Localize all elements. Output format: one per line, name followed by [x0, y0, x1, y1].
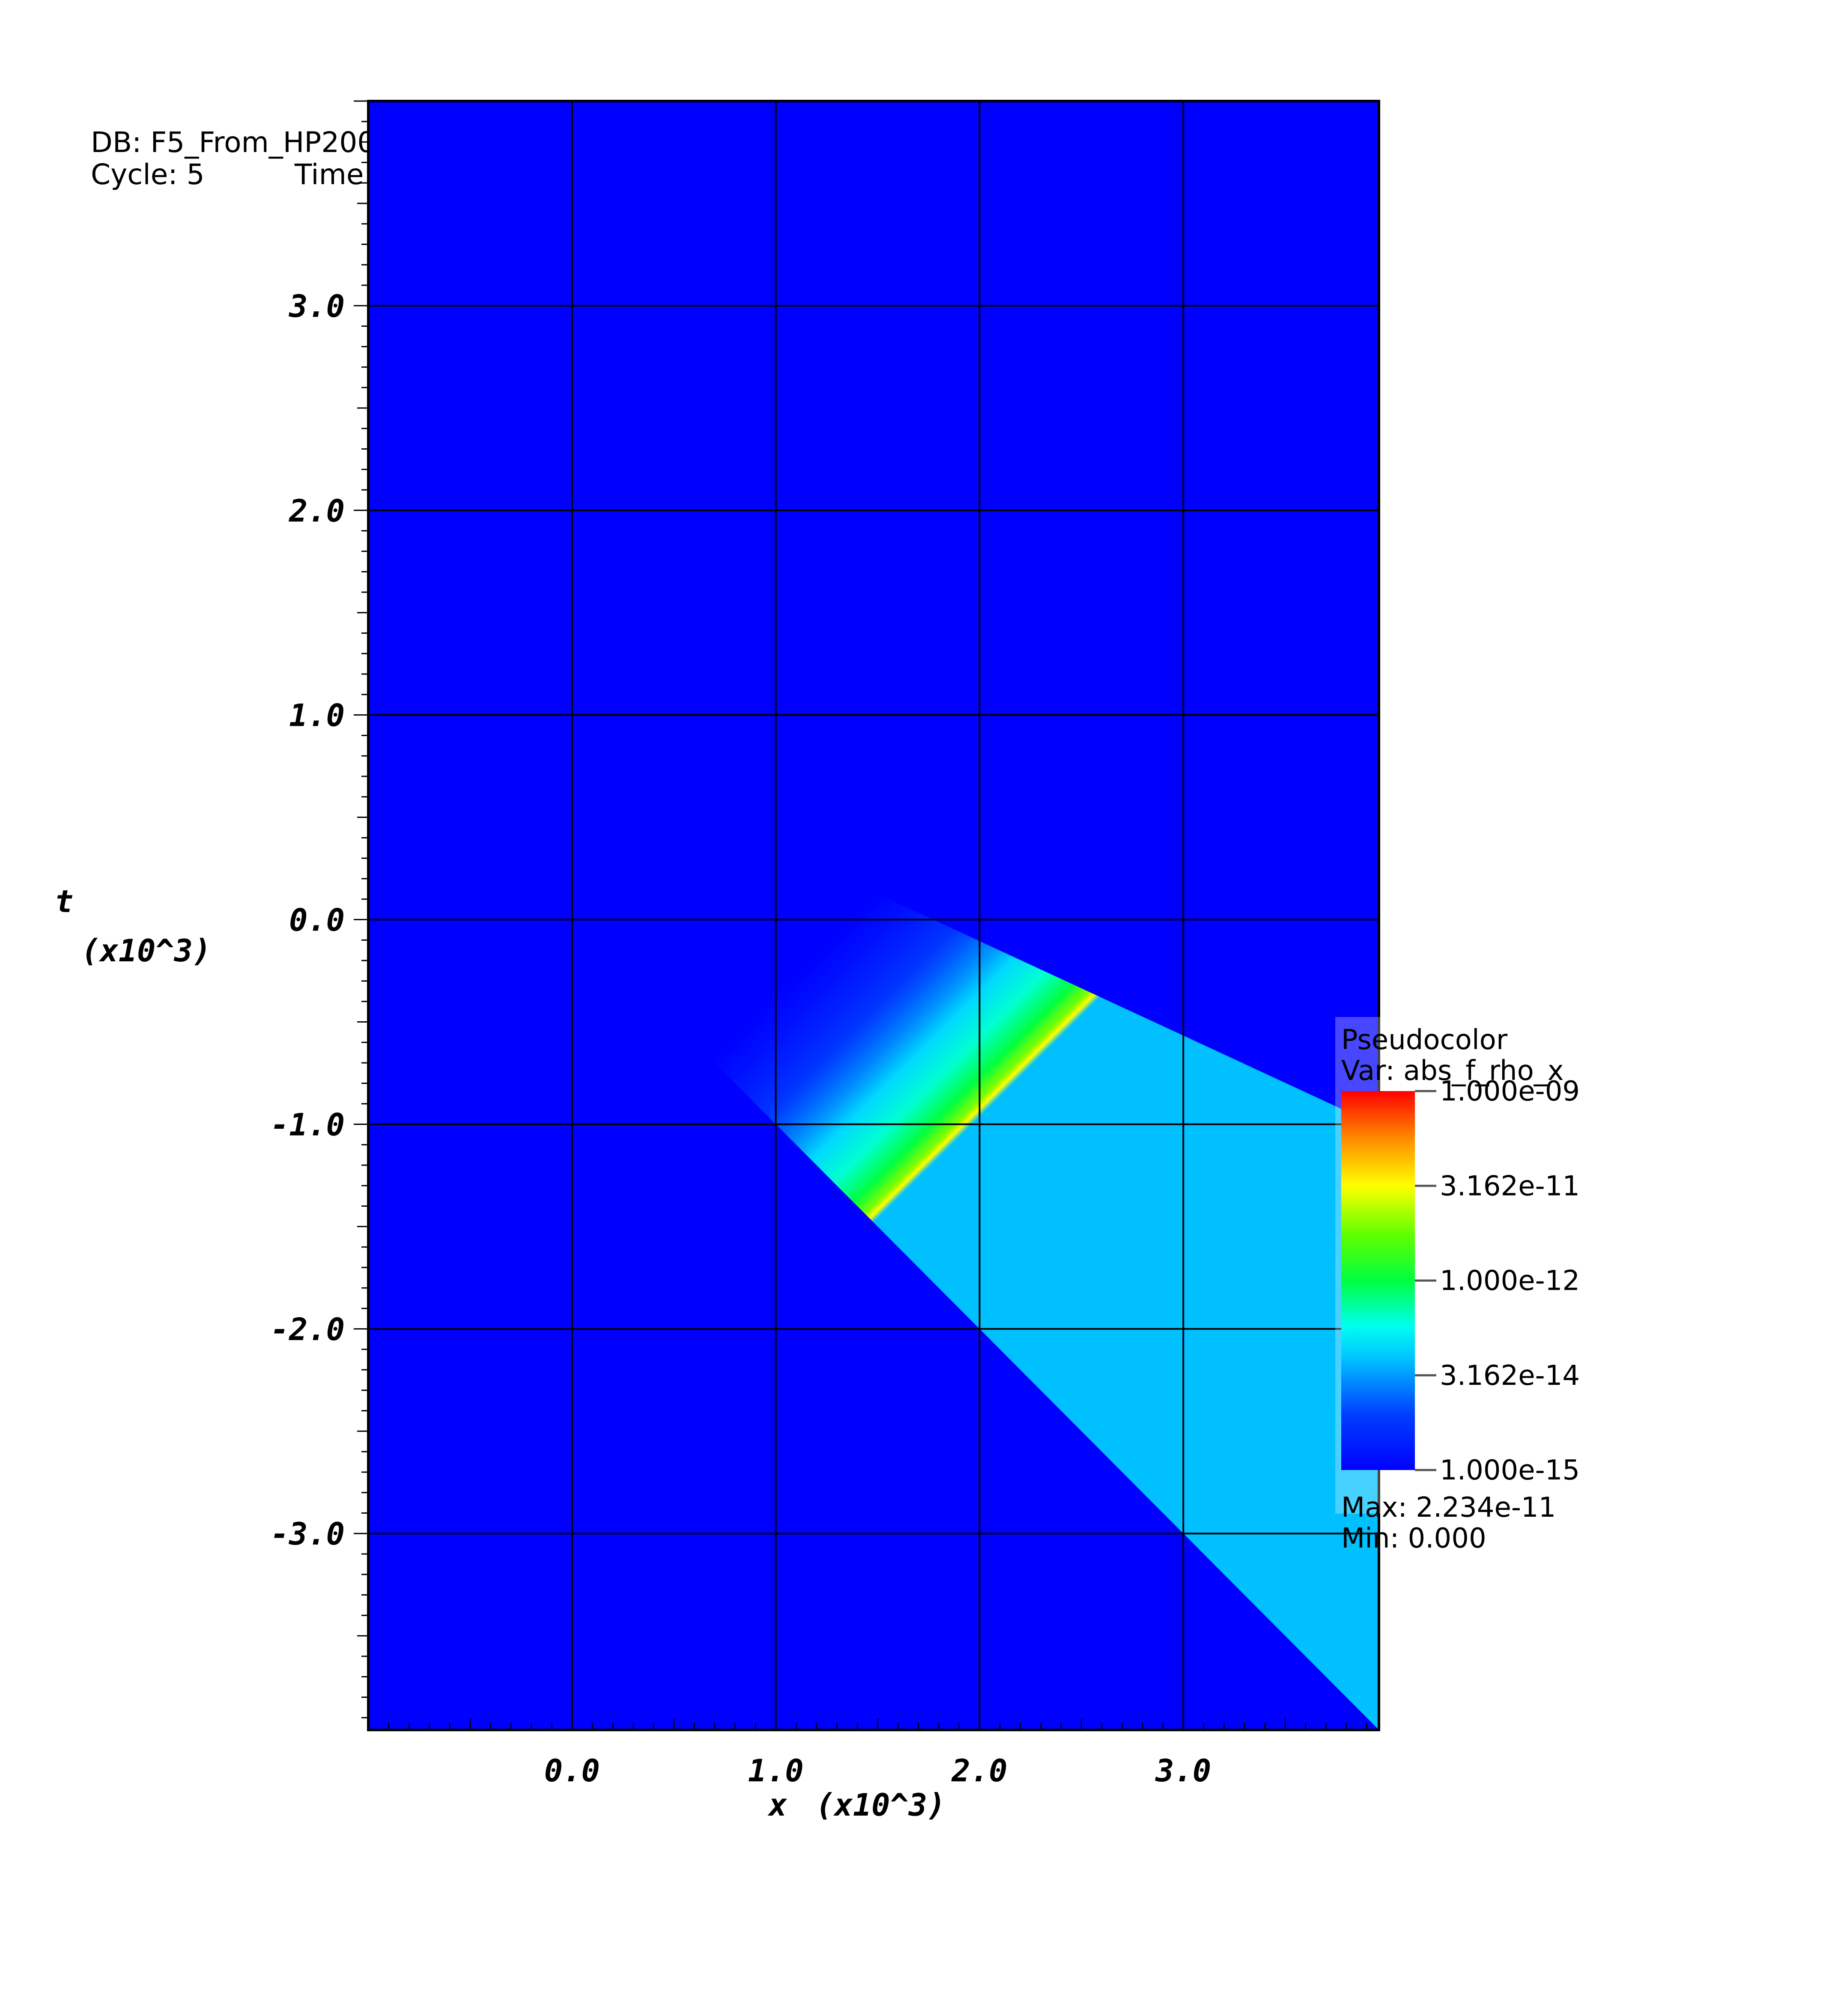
colorbar	[1341, 1091, 1415, 1470]
y-tick-label: 2.0	[288, 493, 345, 529]
x-axis-scale: (x10^3)	[816, 1787, 946, 1823]
field-band	[368, 657, 1379, 1730]
y-tick-label: -2.0	[271, 1311, 345, 1347]
cycle-label: Cycle: 5	[91, 158, 205, 191]
y-tick-label: 1.0	[289, 698, 345, 734]
y-axis-label: t	[55, 883, 73, 919]
x-tick-label: 2.0	[951, 1753, 1007, 1789]
y-tick-label: 0.0	[289, 902, 345, 938]
y-tick-label: -3.0	[271, 1516, 345, 1552]
colorbar-tick-label: 1.000e-15	[1440, 1455, 1580, 1486]
y-axis-scale: (x10^3)	[81, 933, 211, 969]
legend-min: Min: 0.000	[1341, 1523, 1486, 1554]
minor-ticks	[354, 100, 1367, 1730]
legend-max: Max: 2.234e-11	[1341, 1492, 1556, 1524]
x-axis-title: x (x10^3)	[767, 1787, 946, 1823]
wavefront-band	[368, 657, 1379, 1730]
y-tick-label: 3.0	[288, 288, 345, 324]
grid-lines	[368, 101, 1379, 1730]
plot-area	[354, 100, 1380, 1731]
legend-title: Pseudocolor	[1341, 1024, 1508, 1056]
y-axis-title: t (x10^3)	[55, 883, 211, 969]
y-axis-ticks: 3.0 2.0 1.0 0.0 -1.0 -2.0 -3.0	[271, 288, 345, 1552]
x-axis-label: x	[767, 1787, 788, 1823]
x-axis-ticks: 0.0 1.0 2.0 3.0	[544, 1753, 1211, 1789]
y-tick-label: -1.0	[271, 1106, 345, 1142]
colorbar-tick-label: 1.000e-09	[1440, 1076, 1580, 1107]
x-tick-label: 3.0	[1155, 1753, 1211, 1789]
colorbar-tick-label: 3.162e-11	[1440, 1170, 1580, 1202]
colorbar-tick-label: 3.162e-14	[1440, 1360, 1580, 1392]
x-tick-label: 1.0	[748, 1753, 804, 1789]
colorbar-ticks: 1.000e-09 3.162e-11 1.000e-12 3.162e-14 1.00…	[1415, 1076, 1580, 1486]
color-legend: Pseudocolor Var: abs_f_rho_x 1.000e-09 3.…	[1335, 1017, 1580, 1554]
plot-frame	[367, 100, 1380, 1731]
x-tick-label: 0.0	[544, 1753, 600, 1789]
legend-variable: Var: abs_f_rho_x	[1341, 1055, 1564, 1087]
colorbar-tick-label: 1.000e-12	[1440, 1265, 1580, 1297]
